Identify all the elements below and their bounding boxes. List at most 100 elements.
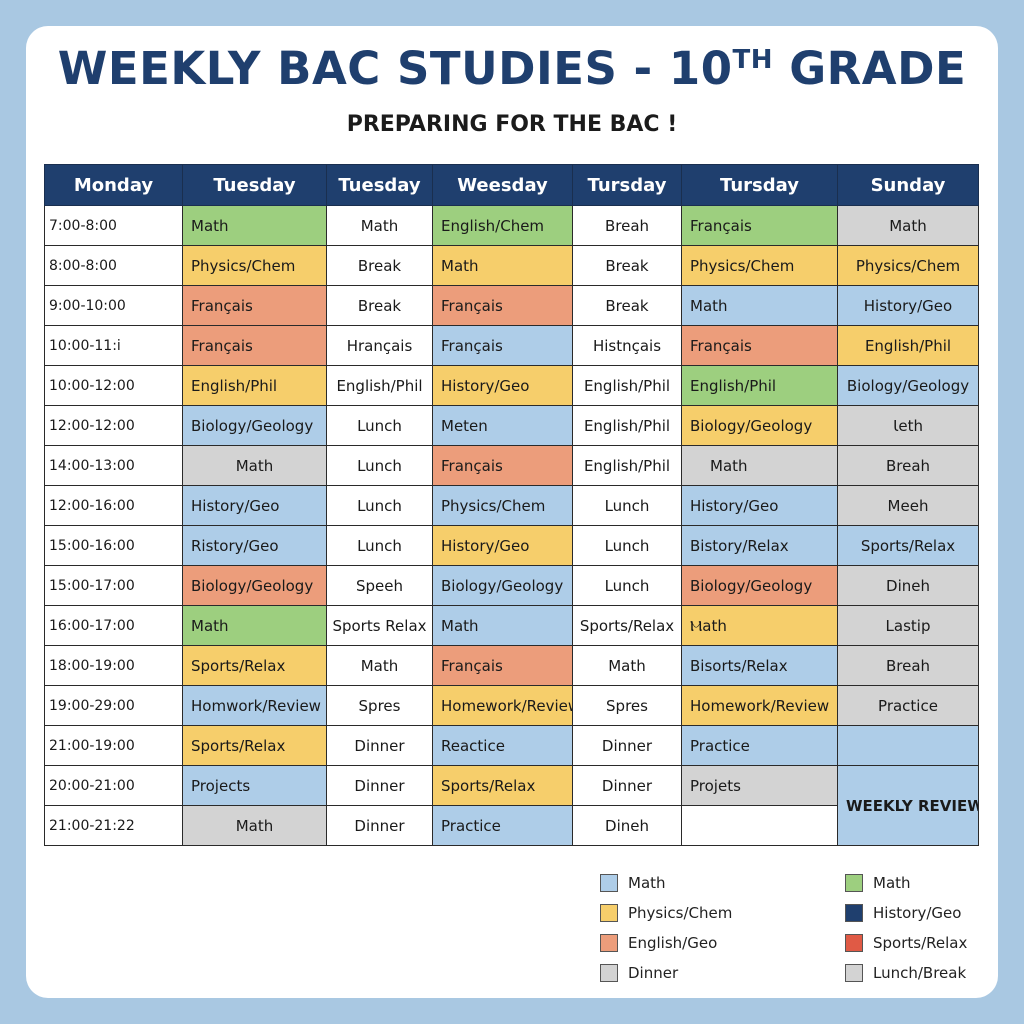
table-row: 16:00-17:00 Math Sports Relax Math Sports/Re… [44,605,979,646]
table-row: 12:00-16:00 History/Geo Lunch Physics/Chem L… [44,485,979,526]
table-row: 20:00-21:00 Projects Dinner Sports/Relax Din… [44,765,979,846]
column-header: Tuesday [182,164,327,206]
schedule-cell: Dinner [572,725,682,766]
legend-label: Lunch/Break [873,964,967,982]
schedule-cell: Lunch [572,525,682,566]
schedule-cell: Sports/Relax [837,525,979,566]
legend-swatch [845,934,863,952]
schedule-cell: Break [572,245,682,286]
schedule-cell: Biology/Geology [681,565,838,606]
schedule-cell: Practice [837,685,979,726]
schedule-cell: Break [572,285,682,326]
table-row: 15:00-16:00 Ristory/Geo Lunch History/Geo Lu… [44,525,979,566]
schedule-cell: Math [681,445,838,486]
schedule-cell: Biology/Geology [182,565,327,606]
schedule-cell: Bistory/Relax [681,525,838,566]
legend-label: History/Geo [873,904,962,922]
schedule-cell: Breah [837,645,979,686]
schedule-cell: Projets [681,765,838,806]
schedule-cell: Dinner [326,805,433,846]
legend-swatch [845,874,863,892]
time-slot: 8:00-8:00 [44,245,183,286]
schedule-body: 7:00-8:00 Math Math English/Chem Breah França… [44,205,979,846]
table-row: 21:00-21:22 Math Dinner Practice Dineh [44,805,979,846]
table-row: 12:00-12:00 Biology/Geology Lunch Meten Engl… [44,405,979,446]
legend-label: Math [628,874,666,892]
schedule-cell: English/Phil [572,445,682,486]
time-slot: 9:00-10:00 [44,285,183,326]
time-slot: 15:00-16:00 [44,525,183,566]
schedule-cell: Français [432,645,573,686]
column-header: Tursday [681,164,838,206]
schedule-cell: Biology/Geology [432,565,573,606]
schedule-cell: Dineh [572,805,682,846]
time-slot: 21:00-19:00 [44,725,183,766]
schedule-cell: Lunch [326,445,433,486]
time-slot: 18:00-19:00 [44,645,183,686]
schedule-cell: Dinner [326,765,433,806]
schedule-cell: Sports Relax [326,605,433,646]
legend-label: English/Geo [628,934,718,952]
legend-swatch [600,874,618,892]
legend-label: Physics/Chem [628,904,733,922]
time-slot: 19:00-29:00 [44,685,183,726]
schedule-cell: Sports/Relax [182,725,327,766]
schedule-cell: History/Geo [182,485,327,526]
schedule-cell [837,725,979,766]
legend-swatch [845,904,863,922]
schedule-cell: Sports/Relax [182,645,327,686]
legend-item: Lunch/Break [845,958,967,988]
schedule-cell: Lunch [572,485,682,526]
schedule-cell: Reactice [432,725,573,766]
schedule-cell: English/Phil [572,365,682,406]
schedule-cell: Homwork/Review [182,685,327,726]
legend-item: Sports/Relax [845,928,967,958]
schedule-cell: Lunch [326,405,433,446]
page-subtitle: PREPARING FOR THE BAC ! [346,112,678,137]
legend-item: Dinner [600,958,732,988]
time-slot: 21:00-21:22 [44,805,183,846]
time-slot: 14:00-13:00 [44,445,183,486]
column-header: Monday [44,164,183,206]
schedule-cell: Lunch [572,565,682,606]
schedule-cell: Lunch [326,485,433,526]
schedule-cell: Biology/Geology [182,405,327,446]
schedule-cell: Physics/Chem [837,245,979,286]
time-slot: 10:00-11:ⅰ [44,325,183,366]
legend-label: Sports/Relax [873,934,968,952]
schedule-cell: Français [681,325,838,366]
schedule-cell: Français [432,285,573,326]
schedule-cell: Physics/Chem [182,245,327,286]
schedule-cell: Sports/Relax [432,765,573,806]
legend-swatch [600,904,618,922]
schedule-cell: Homework/Review [681,685,838,726]
schedule-cell: Break [326,245,433,286]
schedule-cell: Math [326,645,433,686]
time-slot: 16:00-17:00 [44,605,183,646]
table-row: 10:00-12:00 English/Phil English/Phil Histo… [44,365,979,406]
column-header: Tursday [572,164,682,206]
schedule-cell: History/Geo [432,365,573,406]
schedule-cell: Math [182,805,327,846]
schedule-cell: Hrançais [326,325,433,366]
schedule-cell: English/Phil [326,365,433,406]
table-row: 9:00-10:00 Français Break Français Break Math… [44,285,979,326]
time-slot: 7:00-8:00 [44,205,183,246]
schedule-cell: Spres [572,685,682,726]
schedule-cell: Meeh [837,485,979,526]
table-row: 10:00-11:ⅰ Français Hrançais Français Histnç… [44,325,979,366]
header-row: Monday Tuesday Tuesday Weesday Tursday T… [44,164,979,206]
schedule-cell: Math [182,605,327,646]
schedule-cell: Français [182,285,327,326]
schedule-cell: Bisorts/Relax [681,645,838,686]
legend-label: Dinner [628,964,679,982]
schedule-cell: Français [432,445,573,486]
schedule-cell: Homework/Review [432,685,573,726]
schedule-cell: Ɩeth [837,405,979,446]
schedule-cell: English/Chem [432,205,573,246]
column-header: Tuesday [326,164,433,206]
schedule-cell: Dinner [572,765,682,806]
legend-swatch [600,934,618,952]
schedule-cell: Physics/Chem [681,245,838,286]
legend-item: Math [600,868,732,898]
